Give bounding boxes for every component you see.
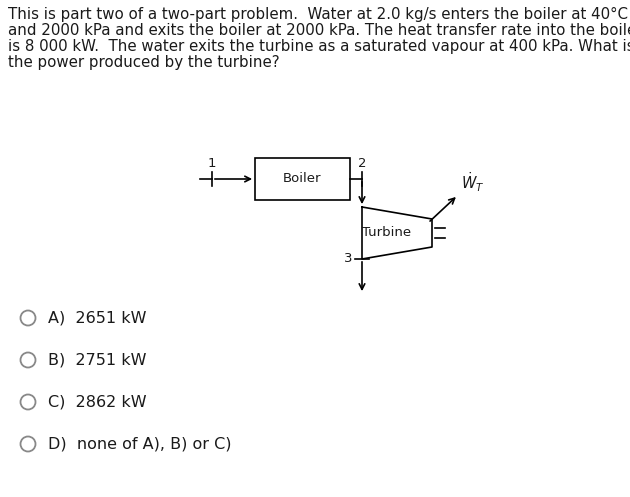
Text: 3: 3 xyxy=(343,252,352,265)
Text: the power produced by the turbine?: the power produced by the turbine? xyxy=(8,55,280,70)
Bar xyxy=(255,158,350,200)
Text: Turbine: Turbine xyxy=(362,227,411,240)
Text: 2: 2 xyxy=(358,157,366,170)
Text: and 2000 kPa and exits the boiler at 2000 kPa. The heat transfer rate into the b: and 2000 kPa and exits the boiler at 200… xyxy=(8,23,630,38)
Text: A)  2651 kW: A) 2651 kW xyxy=(48,311,147,326)
Text: D)  none of A), B) or C): D) none of A), B) or C) xyxy=(48,436,231,451)
Text: Boiler: Boiler xyxy=(284,172,322,185)
Text: C)  2862 kW: C) 2862 kW xyxy=(48,395,147,410)
Text: This is part two of a two-part problem.  Water at 2.0 kg/s enters the boiler at : This is part two of a two-part problem. … xyxy=(8,7,628,22)
Text: B)  2751 kW: B) 2751 kW xyxy=(48,352,147,367)
Text: is 8 000 kW.  The water exits the turbine as a saturated vapour at 400 kPa. What: is 8 000 kW. The water exits the turbine… xyxy=(8,39,630,54)
Text: 1: 1 xyxy=(208,157,216,170)
Text: $\dot{W}_T$: $\dot{W}_T$ xyxy=(461,170,484,194)
